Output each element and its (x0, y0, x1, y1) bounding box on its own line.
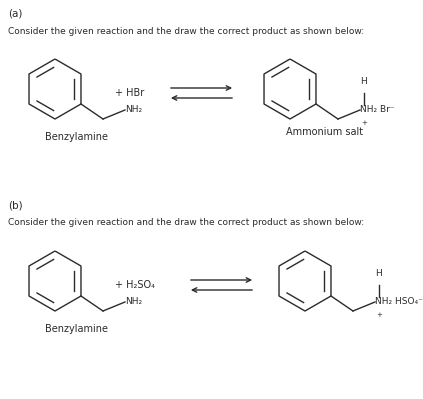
Text: +: + (376, 312, 382, 318)
Text: NH₂: NH₂ (126, 298, 143, 306)
Text: Consider the given reaction and the draw the correct product as shown below:: Consider the given reaction and the draw… (8, 27, 364, 36)
Text: NH₂: NH₂ (126, 105, 143, 115)
Text: H: H (376, 269, 382, 278)
Text: (b): (b) (8, 200, 22, 210)
Text: + HBr: + HBr (115, 88, 144, 98)
Text: Consider the given reaction and the draw the correct product as shown below:: Consider the given reaction and the draw… (8, 218, 364, 227)
Text: NH₂ Br⁻: NH₂ Br⁻ (360, 105, 395, 115)
Text: +: + (361, 120, 367, 126)
Text: Benzylamine: Benzylamine (45, 132, 108, 142)
Text: Benzylamine: Benzylamine (45, 324, 108, 334)
Text: NH₂ HSO₄⁻: NH₂ HSO₄⁻ (376, 298, 423, 306)
Text: + H₂SO₄: + H₂SO₄ (115, 280, 155, 290)
Text: Ammonium salt: Ammonium salt (286, 127, 363, 137)
Text: (a): (a) (8, 9, 22, 19)
Text: H: H (360, 77, 367, 86)
